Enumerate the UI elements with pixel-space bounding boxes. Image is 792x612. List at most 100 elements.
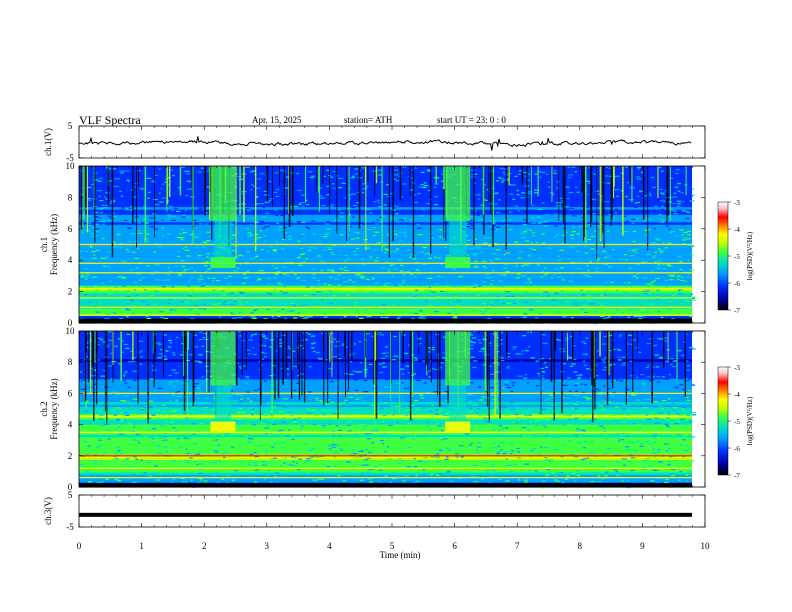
spec-speck xyxy=(632,340,637,343)
spec-speck xyxy=(256,187,261,189)
spec-speck xyxy=(669,275,675,277)
spec-speck xyxy=(202,354,205,356)
spec-speck xyxy=(158,168,162,170)
spec-speck xyxy=(149,273,155,276)
spec-speck xyxy=(281,191,285,193)
spec-speck xyxy=(343,287,347,289)
spec-speck xyxy=(140,407,145,409)
spec-speck xyxy=(653,378,659,380)
spec-speck xyxy=(86,401,89,403)
spec-speck xyxy=(146,240,149,242)
spec-speck xyxy=(149,378,154,380)
spec-speck xyxy=(612,391,616,394)
spec-speck xyxy=(266,308,270,310)
spec-speck xyxy=(277,430,283,432)
spec-speck xyxy=(262,215,266,217)
spec-speck xyxy=(94,219,99,222)
spec-speck xyxy=(434,212,437,214)
spec-speck xyxy=(486,474,490,477)
spec-band xyxy=(79,244,692,248)
spec-speck xyxy=(610,231,616,233)
spec-speck xyxy=(159,349,165,352)
spec-speck xyxy=(120,195,124,197)
spec-speck xyxy=(687,273,690,275)
spec-speck xyxy=(283,462,286,464)
spec-band xyxy=(79,226,692,230)
spec-speck xyxy=(93,476,97,478)
spec-speck xyxy=(507,464,512,466)
spec-speck xyxy=(169,342,172,344)
spec-speck xyxy=(279,336,284,338)
spec-speck xyxy=(300,202,305,204)
spec-speck xyxy=(436,474,440,477)
spec-speck xyxy=(113,466,116,469)
spec-speck xyxy=(333,387,337,390)
spec-speck xyxy=(535,385,540,387)
spec-speck xyxy=(630,469,635,472)
spec-speck xyxy=(91,250,96,253)
spec-speck xyxy=(509,193,514,195)
spec-speck xyxy=(426,421,430,423)
spec-speck xyxy=(569,234,574,236)
spec-speck xyxy=(630,457,635,459)
spec-speck xyxy=(642,469,647,471)
spec-speck xyxy=(119,242,123,245)
spec-speck xyxy=(679,384,684,386)
spec-speck xyxy=(344,266,347,268)
spec-speck xyxy=(402,479,406,482)
spec-speck xyxy=(255,213,258,215)
spec-speck xyxy=(86,332,91,335)
spec-speck xyxy=(131,481,137,484)
spec-speck xyxy=(327,444,331,446)
spec-speck xyxy=(590,248,595,250)
spec-speck xyxy=(186,268,190,270)
spec-speck xyxy=(565,403,568,405)
spec-speck xyxy=(91,375,94,377)
spec-speck xyxy=(582,390,586,392)
spec-speck xyxy=(577,442,583,444)
spec-speck xyxy=(664,364,668,366)
spec-speck xyxy=(376,242,381,244)
spec-speck xyxy=(685,397,689,400)
spec-speck xyxy=(244,435,248,437)
spec-speck xyxy=(530,450,534,452)
spec-speck xyxy=(646,195,651,197)
spec-speck xyxy=(603,475,608,477)
spec-speck xyxy=(631,218,636,220)
spec-speck xyxy=(469,227,474,229)
spec-speck xyxy=(577,200,581,203)
spec-speck xyxy=(577,305,582,307)
spec-speck xyxy=(128,221,132,224)
spec-speck xyxy=(194,400,198,402)
spec-speck xyxy=(527,254,531,256)
spec-speck xyxy=(172,174,175,177)
spec-speck xyxy=(309,246,313,249)
spec-speck xyxy=(426,404,429,406)
spec-speck xyxy=(423,295,427,297)
spec-speck xyxy=(581,414,586,417)
spec-speck xyxy=(675,459,679,462)
spec-speck xyxy=(361,464,367,466)
spec-speck xyxy=(156,264,160,266)
spec-speck xyxy=(682,243,686,245)
spec-speck xyxy=(537,208,543,210)
spec-speck xyxy=(119,420,124,422)
spec-speck xyxy=(240,376,246,378)
spec-speck xyxy=(326,221,330,223)
spec-speck xyxy=(117,220,120,222)
spec-speck xyxy=(109,280,112,282)
spec-speck xyxy=(685,474,689,476)
spec-speck xyxy=(427,277,433,279)
spec-speck xyxy=(426,296,430,298)
spec-speck xyxy=(691,296,696,298)
spec-speck xyxy=(235,185,239,187)
spec-speck xyxy=(110,352,113,354)
spec-speck xyxy=(190,349,194,351)
spec-speck xyxy=(315,243,321,245)
spec-sferic xyxy=(685,166,687,196)
spec-speck xyxy=(318,358,323,360)
spec-speck xyxy=(666,263,671,265)
spec-speck xyxy=(528,345,531,348)
spec-speck xyxy=(660,216,664,218)
spec-speck xyxy=(674,386,679,388)
